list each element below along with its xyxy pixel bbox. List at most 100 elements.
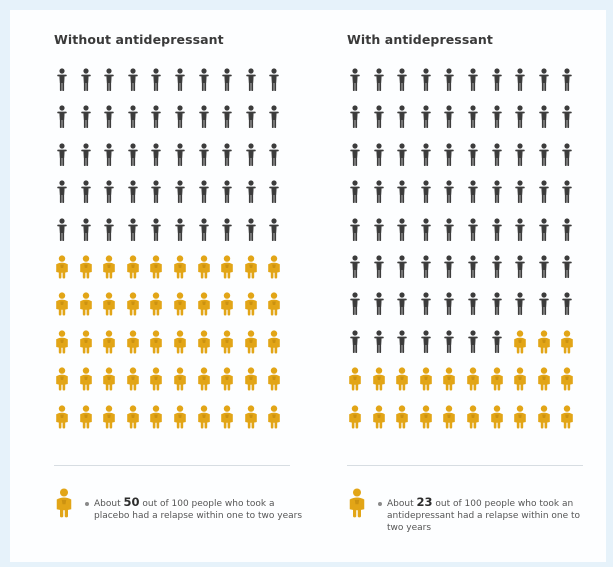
person-relapse-icon: [371, 367, 387, 391]
person-icon: [371, 217, 387, 242]
person-icon: [465, 68, 481, 92]
person-relapse-icon: [148, 255, 164, 279]
person-icon: [78, 180, 94, 204]
person-icon: [512, 105, 528, 129]
person-relapse-icon: [101, 330, 117, 354]
person-relapse-icon: [418, 404, 434, 429]
person-relapse-icon: [559, 367, 575, 391]
person-icon: [536, 292, 552, 316]
person-icon: [559, 143, 575, 167]
person-icon: [219, 217, 235, 242]
person-relapse-icon: [347, 488, 367, 518]
person-icon: [489, 217, 505, 242]
person-relapse-icon: [148, 330, 164, 354]
person-icon: [148, 217, 164, 242]
person-relapse-icon: [512, 367, 528, 391]
person-icon: [148, 68, 164, 92]
person-icon: [219, 105, 235, 129]
person-relapse-icon: [54, 367, 70, 391]
person-relapse-icon: [101, 404, 117, 429]
person-relapse-icon: [394, 367, 410, 391]
legend-text-after: out of 100 people who took a placebo had…: [94, 499, 303, 521]
person-relapse-icon: [489, 404, 505, 429]
person-icon: [125, 105, 141, 129]
person-relapse-icon: [371, 404, 387, 429]
person-relapse-icon: [54, 488, 74, 518]
person-icon: [394, 292, 410, 316]
person-relapse-icon: [536, 330, 552, 354]
person-relapse-icon: [78, 330, 94, 354]
people-grid: [347, 68, 597, 448]
person-icon: [489, 105, 505, 129]
person-icon: [536, 143, 552, 167]
person-icon: [266, 217, 282, 242]
person-icon: [489, 255, 505, 279]
person-relapse-icon: [54, 255, 70, 279]
person-relapse-icon: [266, 367, 282, 391]
person-icon: [512, 255, 528, 279]
person-icon: [441, 68, 457, 92]
person-icon: [489, 180, 505, 204]
person-icon: [101, 68, 117, 92]
legend-text-before: About: [94, 499, 124, 509]
person-icon: [219, 68, 235, 92]
person-icon: [512, 217, 528, 242]
legend-number: 23: [416, 495, 433, 509]
person-relapse-icon: [559, 404, 575, 429]
person-icon: [394, 180, 410, 204]
person-icon: [371, 292, 387, 316]
person-relapse-icon: [536, 404, 552, 429]
person-icon: [172, 143, 188, 167]
person-icon: [512, 68, 528, 92]
person-icon: [418, 330, 434, 354]
person-relapse-icon: [172, 292, 188, 316]
person-icon: [243, 105, 259, 129]
person-relapse-icon: [441, 404, 457, 429]
person-relapse-icon: [536, 367, 552, 391]
person-icon: [512, 180, 528, 204]
person-icon: [54, 105, 70, 129]
person-icon: [559, 180, 575, 204]
person-icon: [172, 217, 188, 242]
person-relapse-icon: [243, 330, 259, 354]
person-icon: [243, 180, 259, 204]
person-relapse-icon: [266, 404, 282, 429]
person-icon: [101, 105, 117, 129]
person-icon: [371, 330, 387, 354]
person-icon: [125, 143, 141, 167]
person-icon: [441, 143, 457, 167]
person-icon: [559, 255, 575, 279]
person-icon: [418, 180, 434, 204]
legend-text: About 23 out of 100 people who took an a…: [387, 496, 597, 534]
person-relapse-icon: [243, 367, 259, 391]
person-icon: [489, 292, 505, 316]
person-relapse-icon: [489, 367, 505, 391]
person-icon: [196, 68, 212, 92]
person-icon: [465, 217, 481, 242]
person-relapse-icon: [54, 330, 70, 354]
person-relapse-icon: [125, 367, 141, 391]
person-icon: [489, 68, 505, 92]
legend-bullet: [85, 502, 89, 506]
person-relapse-icon: [125, 404, 141, 429]
person-relapse-icon: [78, 292, 94, 316]
person-relapse-icon: [101, 367, 117, 391]
person-icon: [394, 143, 410, 167]
person-icon: [418, 292, 434, 316]
person-relapse-icon: [243, 404, 259, 429]
person-icon: [266, 180, 282, 204]
person-icon: [465, 330, 481, 354]
person-icon: [78, 143, 94, 167]
person-relapse-icon: [172, 367, 188, 391]
person-relapse-icon: [196, 292, 212, 316]
legend-text: About 50 out of 100 people who took a pl…: [94, 496, 304, 522]
person-relapse-icon: [559, 330, 575, 354]
person-relapse-icon: [465, 367, 481, 391]
person-icon: [536, 105, 552, 129]
legend-bullet: [378, 502, 382, 506]
person-relapse-icon: [219, 292, 235, 316]
person-icon: [465, 143, 481, 167]
person-relapse-icon: [172, 404, 188, 429]
person-relapse-icon: [219, 255, 235, 279]
person-icon: [394, 217, 410, 242]
